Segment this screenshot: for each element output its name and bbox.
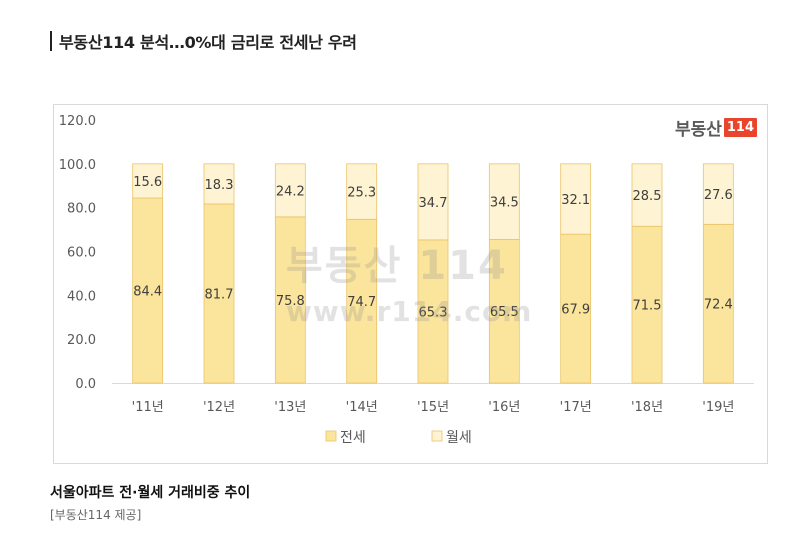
data-label: 71.5 — [633, 299, 662, 314]
bar-segment-jeonse — [203, 203, 235, 384]
bar-segment-jeonse — [274, 216, 306, 384]
bar-segment-wolse — [417, 163, 449, 241]
data-label: 34.7 — [419, 196, 448, 211]
y-tick-label: 120.0 — [59, 114, 96, 129]
chart-caption: 서울아파트 전·월세 거래비중 추이 — [50, 485, 251, 501]
x-tick-label: '18년 — [631, 400, 663, 415]
x-tick-label: '11년 — [132, 400, 164, 415]
data-label: 75.8 — [276, 294, 305, 309]
brand-logo-text: 부동산 — [674, 120, 722, 140]
chart-container: 부동산 114 www.r114.com 부동산 114 0.0 20.0 40.0… — [53, 104, 768, 464]
data-label: 24.2 — [276, 184, 305, 199]
data-label: 15.6 — [133, 175, 162, 190]
data-label: 32.1 — [561, 193, 590, 208]
image-source: [부동산114 제공] — [50, 508, 142, 522]
bar-segment-jeonse — [560, 233, 592, 384]
data-label: 65.3 — [419, 305, 448, 320]
y-tick-label: 20.0 — [67, 333, 96, 348]
data-label: 74.7 — [347, 295, 376, 310]
bar-segment-wolse — [203, 163, 235, 205]
x-tick-label: '14년 — [346, 400, 378, 415]
bar-segment-jeonse — [346, 218, 378, 384]
data-label: 28.5 — [633, 189, 662, 204]
stacked-bar-chart: 0.0 20.0 40.0 60.0 80.0 100.0 120.0 84.4 15.6 '11… — [59, 114, 754, 446]
bar-segment-wolse — [274, 163, 306, 218]
brand-logo-number: 114 — [723, 118, 757, 137]
x-tick-label: '12년 — [203, 400, 235, 415]
bar-segment-wolse — [631, 163, 663, 227]
bar-segment-wolse — [702, 163, 734, 225]
x-tick-label: '13년 — [274, 400, 306, 415]
bar-segment-wolse — [488, 163, 520, 240]
x-tick-label: '15년 — [417, 400, 449, 415]
bar-segment-jeonse — [417, 239, 449, 384]
data-label: 84.4 — [133, 285, 162, 300]
headline-text: 부동산114 분석…0%대 금리로 전세난 우려 — [59, 33, 357, 52]
y-tick-label: 100.0 — [59, 158, 96, 173]
headline-marker — [50, 31, 52, 51]
data-label: 27.6 — [704, 188, 733, 203]
bar-segment-jeonse — [702, 223, 734, 384]
brand-logo: 부동산 114 — [675, 115, 757, 140]
bar-segment-jeonse — [488, 239, 520, 384]
data-label: 81.7 — [205, 287, 234, 302]
data-label: 72.4 — [704, 298, 733, 313]
bar-segment-jeonse — [631, 225, 663, 384]
data-label: 67.9 — [561, 303, 590, 318]
x-tick-label: '16년 — [488, 400, 520, 415]
y-tick-label: 80.0 — [67, 202, 96, 217]
y-tick-label: 0.0 — [75, 377, 96, 392]
bar-segment-wolse — [132, 163, 164, 199]
legend-label: 월세 — [446, 430, 472, 446]
x-tick-label: '17년 — [560, 400, 592, 415]
data-label: 34.5 — [490, 196, 519, 211]
y-tick-label: 60.0 — [67, 246, 96, 261]
data-label: 25.3 — [347, 186, 376, 201]
data-label: 18.3 — [205, 178, 234, 193]
bar-segment-wolse — [346, 163, 378, 220]
bar-segment-jeonse — [132, 197, 164, 384]
bar-segment-wolse — [560, 163, 592, 235]
legend-swatch — [431, 430, 443, 442]
legend-label: 전세 — [340, 430, 366, 446]
headline: 부동산114 분석…0%대 금리로 전세난 우려 — [50, 30, 357, 52]
x-tick-label: '19년 — [702, 400, 734, 415]
data-label: 65.5 — [490, 305, 519, 320]
legend-swatch — [325, 430, 337, 442]
y-tick-label: 40.0 — [67, 289, 96, 304]
